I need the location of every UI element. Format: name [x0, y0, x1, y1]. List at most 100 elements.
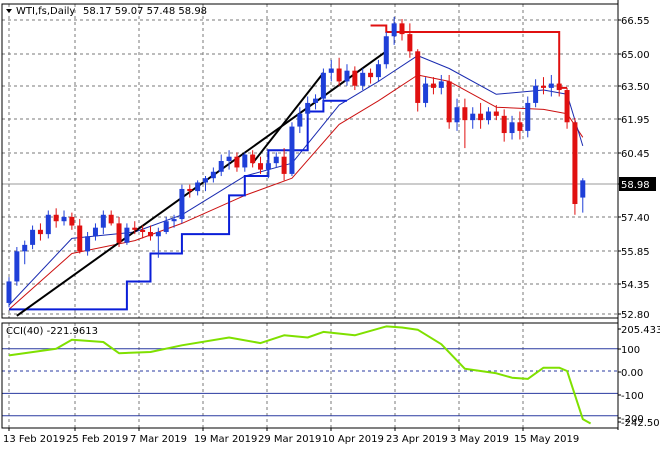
envelope-blue-line [9, 99, 347, 311]
ohlc-caption: 58.17 59.07 57.48 58.98 [83, 6, 207, 17]
candle [289, 122, 295, 177]
candle-body [415, 51, 421, 103]
candle-body [572, 122, 578, 205]
trendline[interactable] [251, 72, 325, 164]
candle-body [360, 72, 366, 86]
cci-tick-label: -242.504 [621, 418, 660, 429]
candle [328, 59, 334, 82]
candle-body [525, 102, 531, 131]
candle [485, 107, 491, 125]
candle-body [580, 180, 586, 198]
candle-body [320, 72, 326, 99]
candle [242, 152, 248, 172]
candle-body [289, 126, 295, 174]
price-tick-label: 60.45 [621, 149, 650, 160]
candle [250, 150, 256, 168]
price-tick-label: 63.50 [621, 82, 650, 93]
candle-body [53, 214, 59, 222]
candle-body [210, 171, 216, 179]
candle [187, 184, 193, 198]
candle [124, 223, 130, 245]
candle [61, 210, 67, 226]
candle [320, 68, 326, 103]
price-tick-label: 61.95 [621, 115, 650, 126]
candle-body [218, 161, 224, 172]
candle [375, 59, 381, 82]
candle-body [85, 236, 91, 252]
candle [548, 74, 554, 97]
cci-line [8, 325, 592, 425]
date-tick-label: 19 Mar 2019 [194, 434, 257, 445]
candle-body [297, 113, 303, 127]
candle [336, 57, 342, 86]
candle-body [454, 107, 460, 123]
candle-body [556, 83, 562, 91]
candle-body [470, 113, 476, 121]
candle [22, 240, 28, 265]
date-tick-label: 29 Mar 2019 [258, 434, 321, 445]
candle-body [77, 225, 83, 252]
candle [305, 96, 311, 118]
symbol-caption: WTI,fs,Daily [16, 6, 75, 17]
candle-body [336, 68, 342, 82]
candle [218, 154, 224, 177]
candle [313, 94, 319, 110]
candle-body [61, 216, 67, 222]
candle [572, 117, 578, 215]
candle [525, 96, 531, 138]
candle [580, 178, 586, 213]
candle-body [281, 156, 287, 174]
candle-body [383, 36, 389, 65]
candle-body [407, 34, 413, 52]
price-tick-label: 55.85 [621, 247, 650, 258]
candle [163, 216, 169, 235]
candle-body [195, 182, 201, 192]
candle [297, 107, 303, 134]
candle [470, 107, 476, 129]
candle [69, 212, 75, 230]
candle-body [265, 163, 271, 170]
candle-body [564, 90, 570, 123]
candle-body [258, 163, 264, 170]
candle [85, 231, 91, 256]
candle [509, 115, 515, 140]
price-tick-label: 57.40 [621, 213, 650, 224]
candle [407, 23, 413, 58]
candle-body [352, 70, 358, 86]
candle [155, 227, 161, 258]
candle-body [163, 221, 169, 232]
last-price-label: 58.98 [621, 180, 650, 191]
candle [556, 79, 562, 97]
candle [430, 77, 436, 95]
collapse-triangle-icon[interactable] [6, 9, 12, 13]
candle [446, 74, 452, 129]
candle-body [179, 188, 185, 220]
price-tick-label: 52.80 [621, 310, 650, 321]
candle-body [187, 188, 193, 192]
candle [478, 102, 484, 129]
candle [273, 152, 279, 168]
candle-body [391, 23, 397, 37]
candle-body [171, 219, 177, 222]
candle [540, 77, 546, 95]
candle [415, 49, 421, 112]
cci-tick-label: -100 [621, 391, 644, 402]
candle-body [462, 107, 468, 121]
candle [210, 167, 216, 183]
candle [564, 87, 570, 129]
candle-body [493, 111, 499, 116]
candle-body [548, 83, 554, 88]
candle-body [30, 229, 36, 245]
envelope-red-line [370, 24, 568, 89]
candle [37, 223, 43, 241]
candle-body [147, 231, 153, 237]
candle [108, 210, 114, 226]
candle-body [485, 111, 491, 121]
candle-body [140, 229, 146, 232]
candle-body [446, 81, 452, 123]
candle [30, 225, 36, 250]
candle [533, 79, 539, 108]
candle [45, 210, 51, 239]
candle-body [37, 229, 43, 235]
candle [100, 210, 106, 235]
